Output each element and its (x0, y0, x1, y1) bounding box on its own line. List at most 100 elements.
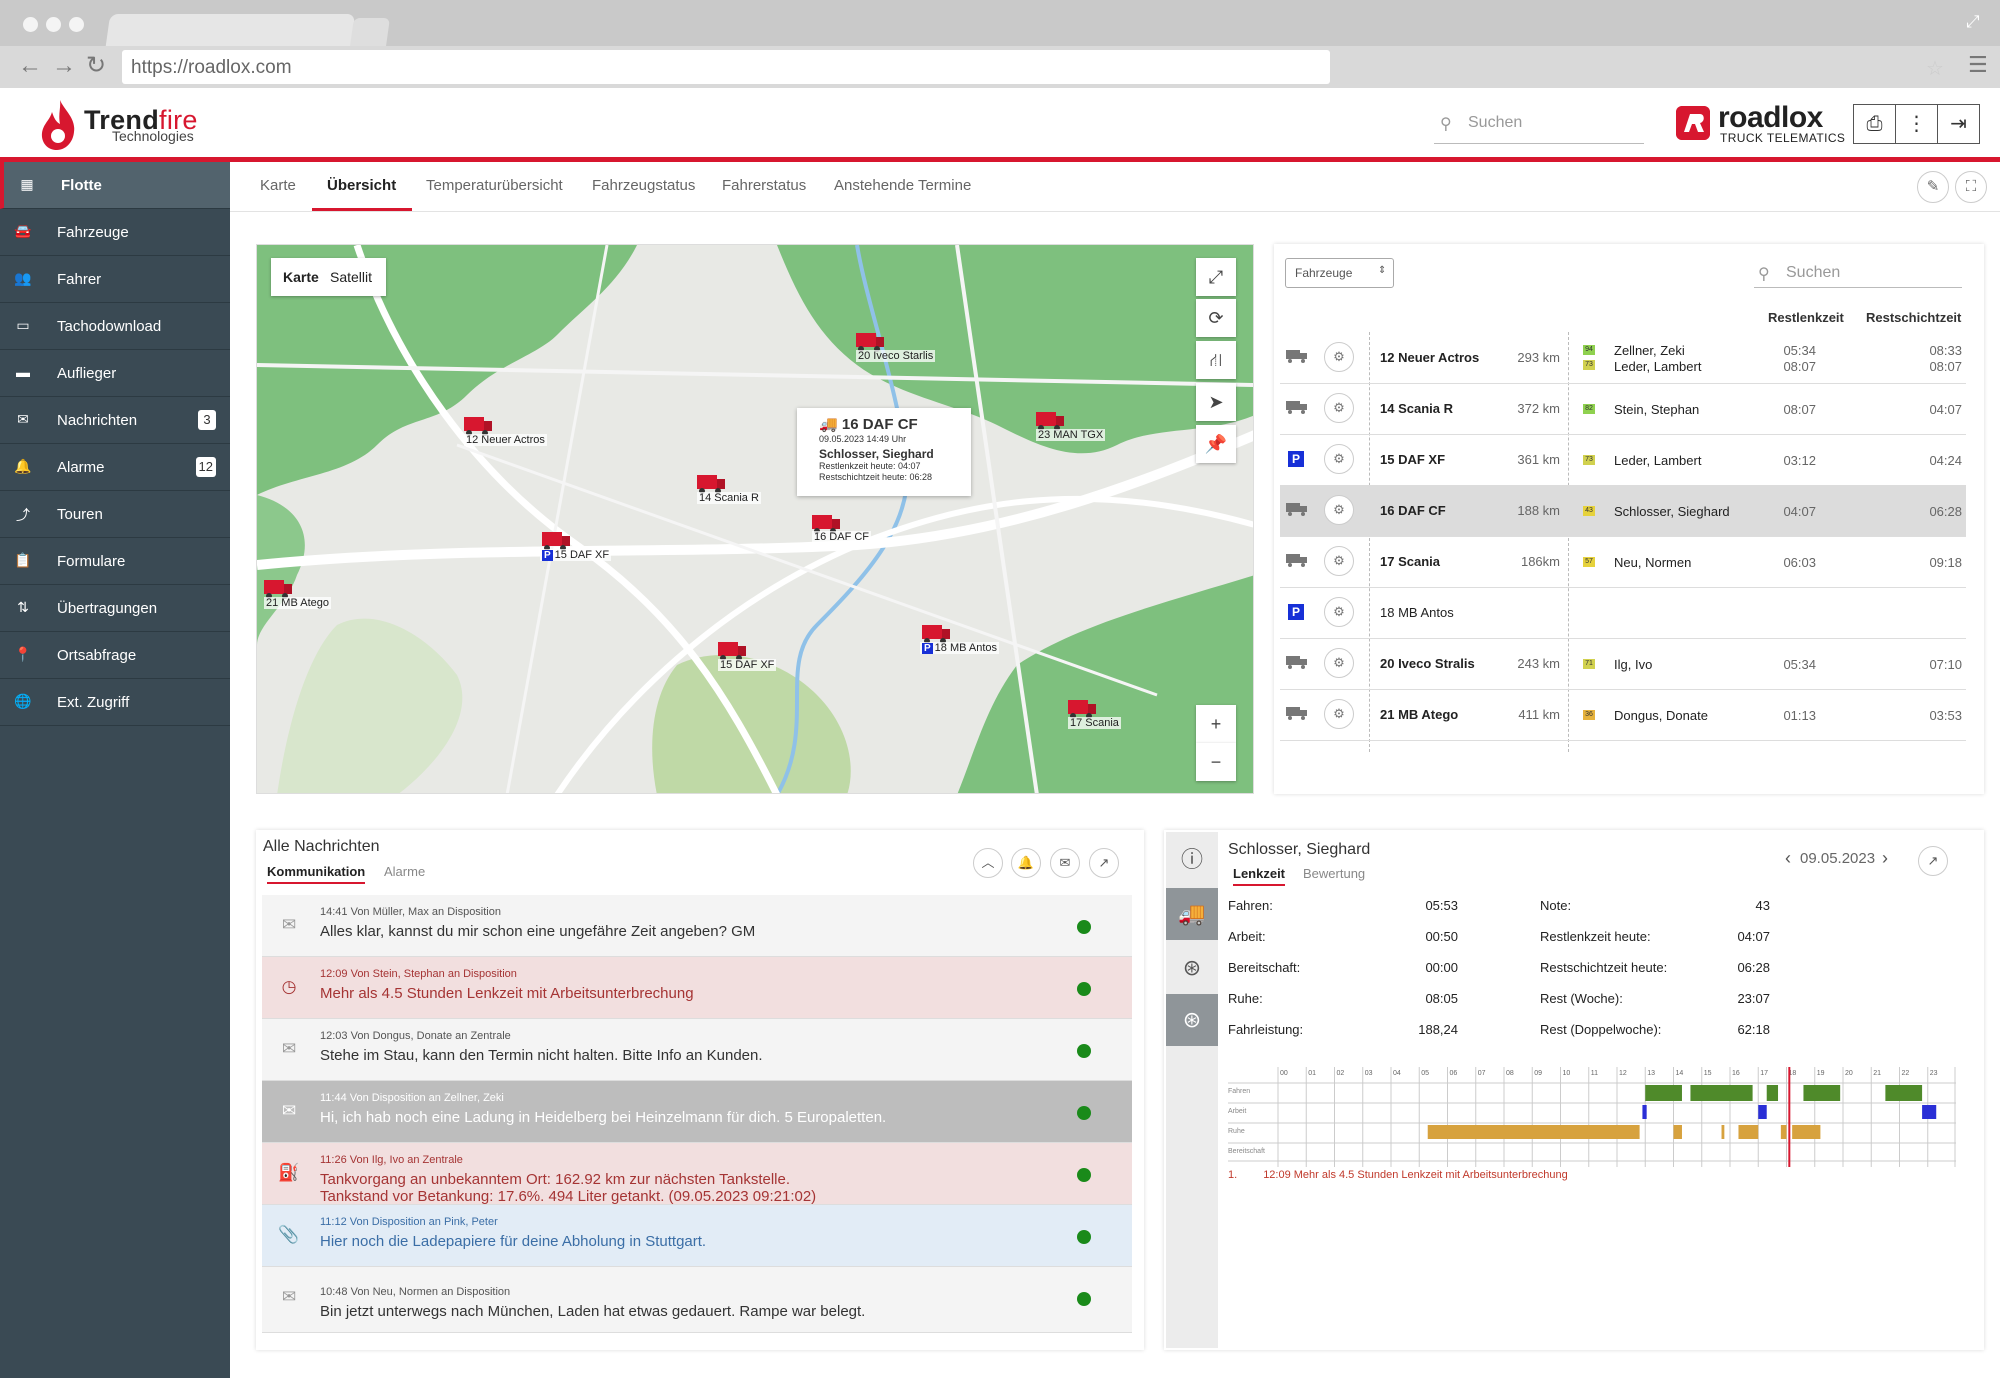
sidebar-item-alarme[interactable]: 🔔 Alarme 12 (0, 444, 230, 491)
sidebar-item-nachrichten[interactable]: ✉ Nachrichten 3 (0, 397, 230, 444)
column-header-restlenkzeit[interactable]: Restlenkzeit (1768, 310, 1844, 325)
tab-karte[interactable]: Karte (260, 177, 296, 194)
vehicle-row[interactable]: P ⚙ 18 MB Antos (1280, 587, 1966, 639)
sidebar-item-auflieger[interactable]: ▬ Auflieger (0, 350, 230, 397)
map-locate-button[interactable]: ➤ (1196, 383, 1236, 421)
message-row[interactable]: ◷ 12:09 Von Stein, Stephan an Disposition… (262, 957, 1132, 1019)
info-tab-button[interactable]: ⓘ (1166, 834, 1218, 886)
prev-date-icon[interactable]: ‹ (1785, 848, 1791, 868)
browser-tab[interactable] (105, 14, 356, 46)
vehicle-details-button[interactable]: ⚙ (1324, 444, 1354, 474)
message-row[interactable]: 📎 11:12 Von Disposition an Pink, Peter Hie… (262, 1205, 1132, 1267)
sidebar-item-fahrer[interactable]: 👥 Fahrer (0, 256, 230, 303)
print-button[interactable]: ⎙ (1853, 104, 1896, 144)
vehicle-details-button[interactable]: ⚙ (1324, 495, 1354, 525)
vehicle-row[interactable]: P ⚙ 15 DAF XF 361 km 73 Leder, Lambert 03:12 04… (1280, 434, 1966, 486)
truck-marker[interactable] (1068, 700, 1096, 719)
sidebar-item-ext-zugriff[interactable]: 🌐 Ext. Zugriff (0, 679, 230, 726)
alarm-filter-button[interactable]: 🔔 (1011, 848, 1041, 878)
message-row[interactable]: ✉ 11:44 Von Disposition an Zellner, Zeki H… (262, 1081, 1132, 1143)
map-road-button[interactable]: ⛙ (1196, 341, 1236, 379)
sidebar-item-uebertragungen[interactable]: ⇅ Übertragungen (0, 585, 230, 632)
vehicle-row[interactable]: ⚙ 12 Neuer Actros 293 km 94 73 Zellner, Zeki … (1280, 332, 1966, 384)
vehicle-details-button[interactable]: ⚙ (1324, 699, 1354, 729)
edit-layout-button[interactable]: ✎ (1917, 171, 1949, 203)
column-header-restschichtzeit[interactable]: Restschichtzeit (1866, 310, 1962, 325)
route-icon: ⤴ (16, 507, 30, 523)
map-type-satellit[interactable]: Satellit (330, 269, 373, 285)
next-date-icon[interactable]: › (1882, 848, 1888, 868)
sidebar-item-tachodownload[interactable]: ▭ Tachodownload (0, 303, 230, 350)
vehicle-popup[interactable]: 🚚 16 DAF CF 09.05.2023 14:49 Uhr Schloss… (797, 408, 971, 496)
vehicle-search-input[interactable]: ⚲ Suchen (1754, 262, 1962, 288)
forward-arrow-icon[interactable]: → (52, 52, 76, 79)
sidebar-item-flotte[interactable]: ▦ Flotte (0, 162, 230, 209)
vehicle-details-button[interactable]: ⚙ (1324, 342, 1354, 372)
map-zoom-out-button[interactable]: − (1196, 743, 1236, 781)
vehicle-details-button[interactable]: ⚙ (1324, 393, 1354, 423)
tab-temperaturuebersicht[interactable]: Temperaturübersicht (426, 177, 563, 194)
vehicle-row[interactable]: ⚙ 16 DAF CF 188 km 43 Schlosser, Sieghard 04:… (1280, 485, 1966, 537)
gantt-hour-label: 17 (1760, 1070, 1768, 1077)
map-refresh-button[interactable]: ⟳ (1196, 299, 1236, 337)
tab-bewertung[interactable]: Bewertung (1303, 866, 1366, 881)
reload-icon[interactable]: ↻ (86, 52, 107, 79)
window-close-dot[interactable] (23, 17, 38, 32)
vehicle-row[interactable]: ⚙ 21 MB Atego 411 km 36 Dongus, Donate 01:13 0… (1280, 689, 1966, 741)
truck-marker[interactable] (718, 642, 746, 661)
browser-menu-icon[interactable]: ☰ (1968, 52, 1988, 77)
map-zoom-in-button[interactable]: + (1196, 705, 1236, 743)
tab-fahrzeugstatus[interactable]: Fahrzeugstatus (592, 177, 696, 194)
truck-marker[interactable] (464, 417, 492, 436)
vehicle-tab-button[interactable]: 🚚 (1166, 888, 1218, 940)
open-driver-button[interactable]: ↗ (1918, 846, 1948, 876)
compose-message-button[interactable]: ✉ (1050, 848, 1080, 878)
header-search-input[interactable]: ⚲ Suchen (1434, 110, 1644, 144)
sidebar-item-formulare[interactable]: 📋 Formulare (0, 538, 230, 585)
fullscreen-icon[interactable]: ⤢ (1966, 12, 1980, 31)
message-row[interactable]: ⛽ 11:26 Von Ilg, Ivo an Zentrale Tankvorga… (262, 1143, 1132, 1205)
back-arrow-icon[interactable]: ← (18, 52, 42, 79)
map-fullscreen-button[interactable]: ⤢ (1196, 258, 1236, 296)
sidebar-item-ortsabfrage[interactable]: 📍 Ortsabfrage (0, 632, 230, 679)
tab-anstehende-termine[interactable]: Anstehende Termine (834, 177, 972, 194)
message-row[interactable]: ✉ 12:03 Von Dongus, Donate an Zentrale Ste… (262, 1019, 1132, 1081)
map-pin-button[interactable]: 📌 (1196, 425, 1236, 463)
sidebar-item-fahrzeuge[interactable]: 🚘 Fahrzeuge (0, 209, 230, 256)
expand-view-button[interactable]: ⛶ (1955, 171, 1987, 203)
vehicle-row[interactable]: ⚙ 17 Scania 186km 57 Neu, Normen 06:03 09:18 (1280, 536, 1966, 588)
vehicle-details-button[interactable]: ⚙ (1324, 546, 1354, 576)
window-maximize-dot[interactable] (69, 17, 84, 32)
more-button[interactable]: ⋮ (1895, 104, 1938, 144)
url-bar[interactable]: https://roadlox.com (122, 50, 1330, 84)
bookmark-star-icon[interactable]: ☆ (1926, 58, 1944, 80)
vehicle-type-select[interactable]: Fahrzeuge ⇕ (1285, 258, 1394, 288)
message-row[interactable]: ✉ 10:48 Von Neu, Normen an Disposition Bin… (262, 1267, 1132, 1333)
truck-marker[interactable] (264, 580, 292, 599)
new-tab-button[interactable] (350, 18, 390, 46)
truck-marker[interactable] (1036, 412, 1064, 431)
vehicle-row[interactable]: ⚙ 20 Iveco Stralis 243 km 71 Ilg, Ivo 05:34 07… (1280, 638, 1966, 690)
truck-marker[interactable] (922, 625, 950, 644)
message-row[interactable]: ✉ 14:41 Von Müller, Max an Disposition All… (262, 895, 1132, 957)
fleet-map[interactable] (256, 244, 1254, 794)
tab-fahrerstatus[interactable]: Fahrerstatus (722, 177, 807, 194)
tab-alarme[interactable]: Alarme (384, 864, 426, 879)
steering-active-tab-button[interactable]: ⊛ (1166, 994, 1218, 1046)
map-type-karte[interactable]: Karte (283, 269, 319, 285)
truck-marker[interactable] (856, 333, 884, 352)
sidebar-item-touren[interactable]: ⤴ Touren (0, 491, 230, 538)
tab-uebersicht[interactable]: Übersicht (327, 177, 397, 194)
vehicle-details-button[interactable]: ⚙ (1324, 648, 1354, 678)
vehicle-details-button[interactable]: ⚙ (1324, 597, 1354, 627)
tab-kommunikation[interactable]: Kommunikation (267, 864, 366, 884)
window-minimize-dot[interactable] (46, 17, 61, 32)
open-messages-button[interactable]: ↗ (1089, 848, 1119, 878)
steering-tab-button[interactable]: ⊛ (1166, 942, 1218, 994)
vehicle-row[interactable]: ⚙ 14 Scania R 372 km 82 Stein, Stephan 08:07 0… (1280, 383, 1966, 435)
truck-marker[interactable] (697, 475, 725, 494)
truck-marker[interactable] (542, 532, 570, 551)
collapse-button[interactable]: ︿ (973, 848, 1003, 878)
tab-lenkzeit[interactable]: Lenkzeit (1233, 866, 1286, 886)
logout-button[interactable]: ⇥ (1937, 104, 1980, 144)
